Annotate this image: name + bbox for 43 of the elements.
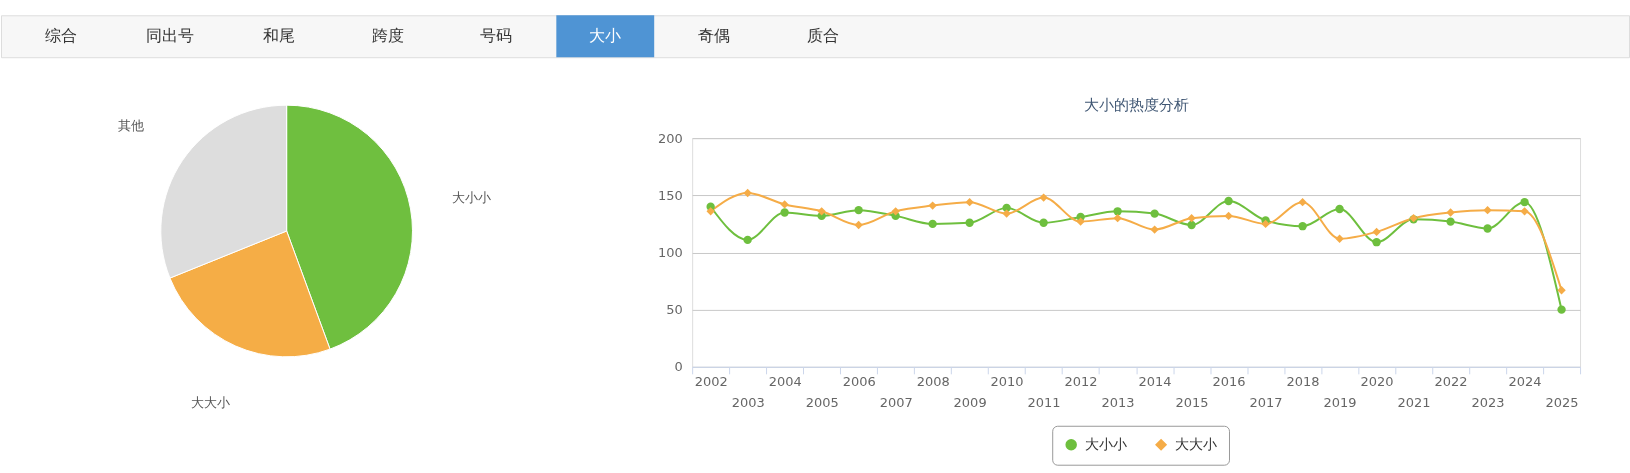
x-tick-label: 2014 [1138,374,1172,390]
x-tick-label: 2004 [768,374,802,390]
legend-label: 大大小 [1175,435,1218,452]
x-tick-label: 2012 [1064,374,1098,390]
slice-label: 其他 [118,117,145,133]
x-tick-label: 2013 [1101,395,1135,411]
x-tick-label: 2017 [1249,395,1283,411]
y-tick-label: 150 [657,187,683,203]
category-label: 大小 [589,26,622,46]
x-tick-label: 2022 [1434,374,1468,390]
x-tick-label: 2010 [990,374,1024,390]
x-tick-label: 2002 [694,374,728,390]
x-tick-label: 2007 [879,395,913,411]
x-tick-label: 2011 [1027,395,1061,411]
x-tick-label: 2003 [731,395,765,411]
x-tick-label: 2009 [953,395,987,411]
x-tick-label: 2019 [1323,395,1357,411]
category-label: 质合 [806,26,839,46]
category-label: 奇偶 [698,26,731,46]
x-tick-label: 2018 [1286,374,1320,390]
legend-label: 大小小 [1085,435,1128,452]
x-tick-label: 2016 [1212,374,1246,390]
y-tick-label: 100 [657,244,683,260]
chart-title: 大小的热度分析 [1083,96,1189,115]
x-tick-label: 2006 [842,374,876,390]
x-tick-label: 2023 [1471,395,1505,411]
slice-label: 大大小 [190,394,230,410]
x-tick-label: 2008 [916,374,950,390]
category-label: 同出号 [145,26,194,46]
category-label: 号码 [480,26,513,46]
x-tick-label: 2024 [1508,374,1542,390]
x-tick-label: 2020 [1360,374,1394,390]
y-tick-label: 50 [666,302,683,318]
slice-label: 大小小 [452,190,492,206]
x-tick-label: 2025 [1545,395,1579,411]
x-tick-label: 2005 [805,395,839,411]
category-label: 和尾 [262,26,295,46]
y-tick-label: 200 [657,130,683,146]
x-tick-label: 2015 [1175,395,1209,411]
x-tick-label: 2021 [1397,395,1431,411]
category-label: 综合 [44,26,77,46]
category-label: 跨度 [371,26,404,46]
y-tick-label: 0 [674,359,683,375]
